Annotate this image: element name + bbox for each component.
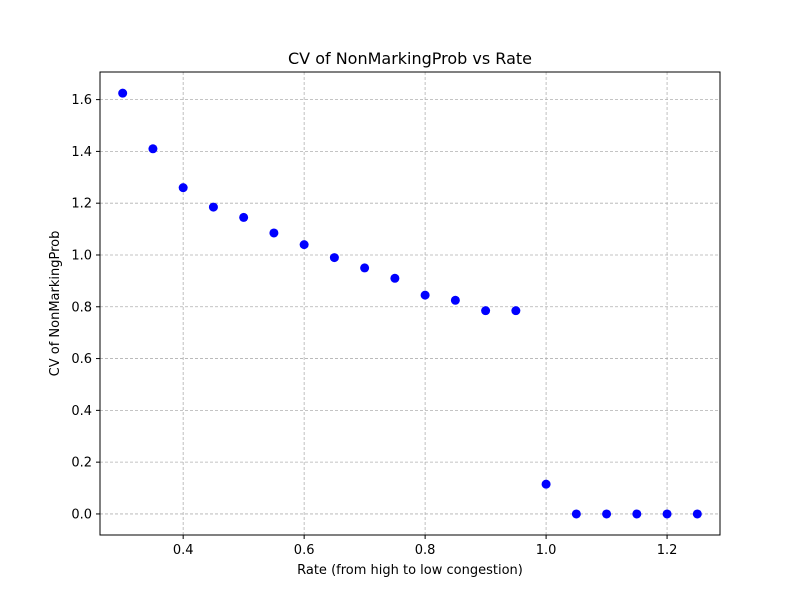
data-point [269,228,279,238]
data-point [208,202,218,212]
data-point [299,240,309,250]
y-tick-label: 1.0 [71,248,92,263]
data-point [420,290,430,300]
axis-ticks: 0.4 0.6 0.8 1.0 1.2 0.0 0.2 0.4 0.6 0.8 1.0 1.2 1.4 1… [71,93,677,558]
y-tick-label: 0.2 [71,456,92,471]
data-point [178,183,188,193]
data-point [329,253,339,263]
data-point [118,88,128,98]
chart-title: CV of NonMarkingProb vs Rate [288,49,532,68]
data-point [360,263,370,273]
data-point [148,144,158,154]
data-point [481,306,491,316]
x-tick-label: 0.4 [173,543,194,558]
y-tick-label: 0.4 [71,404,92,419]
data-point [390,273,400,283]
x-tick-label: 0.6 [294,543,315,558]
y-tick-label: 1.2 [71,197,92,212]
data-points [118,88,702,519]
data-point [511,306,521,316]
y-tick-label: 1.6 [71,93,92,108]
data-point [239,212,249,222]
data-point [450,295,460,305]
grid [100,72,720,535]
data-point [662,509,672,519]
x-tick-label: 0.8 [415,543,436,558]
x-axis-title: Rate (from high to low congestion) [297,563,523,578]
y-tick-label: 1.4 [71,145,92,160]
data-point [541,479,551,489]
data-point [571,509,581,519]
y-axis-title: CV of NonMarkingProb [48,231,63,377]
y-tick-label: 0.0 [71,507,92,522]
data-point [602,509,612,519]
data-point [632,509,642,519]
plot-frame [99,71,721,536]
y-tick-label: 0.6 [71,352,92,367]
x-tick-label: 1.0 [536,543,557,558]
data-point [692,509,702,519]
y-tick-label: 0.8 [71,300,92,315]
x-tick-label: 1.2 [657,543,678,558]
